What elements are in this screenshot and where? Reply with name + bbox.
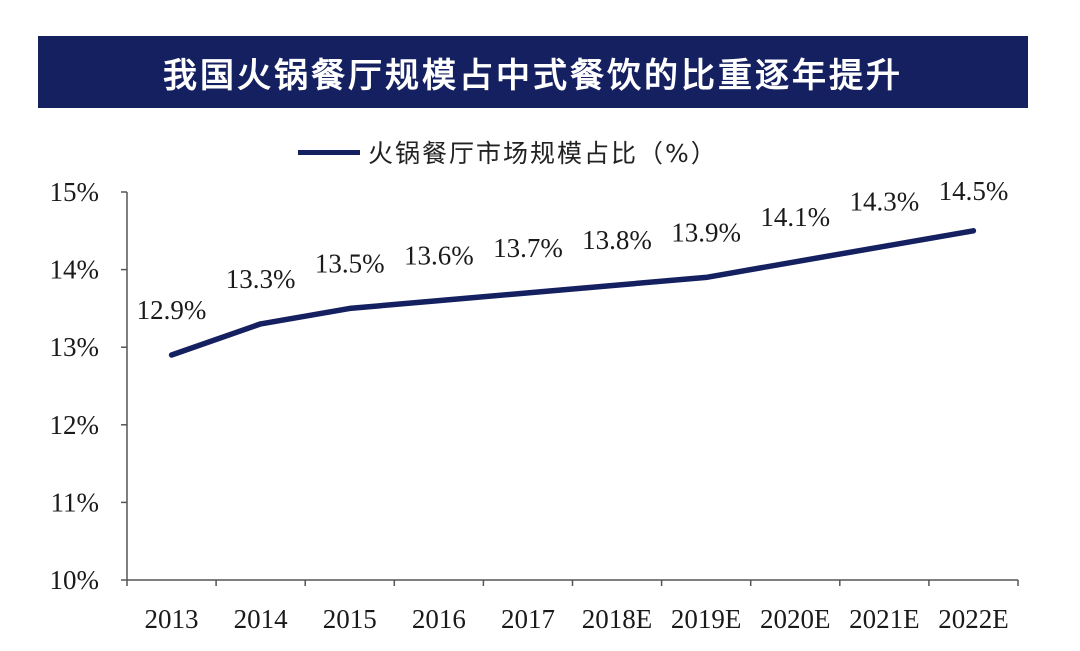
x-tick-label: 2021E — [849, 604, 920, 634]
data-point — [971, 228, 976, 233]
x-tick-label: 2013 — [145, 604, 199, 634]
data-point — [793, 259, 798, 265]
series-group — [168, 228, 977, 358]
data-point — [703, 275, 709, 280]
data-label: 13.6% — [404, 241, 474, 271]
data-label: 14.1% — [760, 202, 830, 232]
data-label: 14.3% — [849, 186, 919, 216]
x-tick-label: 2014 — [234, 604, 289, 634]
data-label: 12.9% — [137, 295, 207, 325]
data-labels: 12.9% 13.3% 13.5% 13.6% 13.7% 13.8% 13.9% 14.1%… — [137, 176, 1009, 325]
y-tick-label: 14% — [50, 255, 100, 285]
x-tick-label: 2018E — [582, 604, 653, 634]
axes — [126, 192, 1018, 581]
legend-line-swatch — [298, 149, 360, 155]
x-tick-label: 2016 — [412, 604, 466, 634]
data-point — [436, 298, 442, 303]
data-point — [258, 321, 263, 327]
data-point — [882, 244, 887, 249]
data-label: 13.9% — [671, 217, 741, 247]
data-point — [347, 306, 352, 311]
data-point — [169, 352, 174, 358]
data-point — [614, 282, 620, 288]
series-line — [168, 228, 977, 358]
y-tick-label: 11% — [51, 487, 100, 517]
x-tick-label: 2015 — [323, 604, 377, 634]
chart-title-banner: 我国火锅餐厅规模占中式餐饮的比重逐年提升 — [38, 36, 1028, 108]
y-tick-label: 15% — [50, 177, 100, 207]
x-axis-ticks: 2013 2014 2015 2016 2017 2018E 2019E 2020E 2021E… — [126, 580, 1019, 634]
y-tick-label: 12% — [50, 410, 100, 440]
data-label: 13.8% — [582, 225, 652, 255]
x-tick-label: 2019E — [671, 604, 742, 634]
x-tick-label: 2017 — [501, 604, 555, 634]
y-tick-label: 10% — [50, 565, 100, 595]
data-point — [525, 290, 531, 296]
data-label: 14.5% — [939, 176, 1009, 206]
data-label: 13.5% — [315, 248, 385, 278]
x-tick-label: 2022E — [938, 604, 1009, 634]
legend-label: 火锅餐厅市场规模占比（%） — [368, 139, 718, 168]
y-tick-label: 13% — [50, 332, 100, 362]
data-label: 13.3% — [226, 264, 296, 294]
data-label: 13.7% — [493, 233, 563, 263]
y-axis-ticks: 10% 11% 12% 13% 14% 15% — [50, 177, 127, 595]
x-tick-label: 2020E — [760, 604, 831, 634]
chart-title: 我国火锅餐厅规模占中式餐饮的比重逐年提升 — [163, 55, 903, 96]
legend: 火锅餐厅市场规模占比（%） — [298, 132, 718, 172]
